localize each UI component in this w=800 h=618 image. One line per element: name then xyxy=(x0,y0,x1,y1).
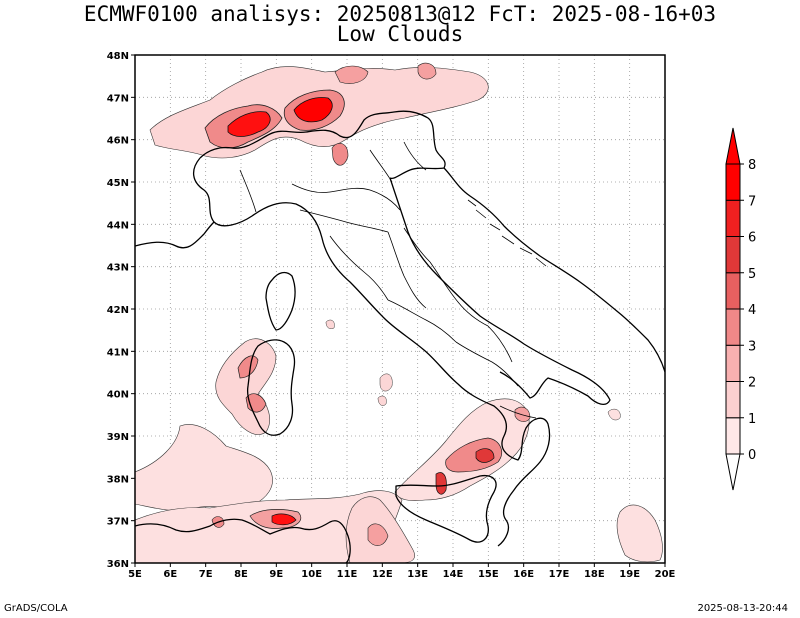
colorbar-label: 7 xyxy=(748,194,756,209)
colorbar-segment xyxy=(725,272,741,310)
lon-tick-label: 6E xyxy=(163,569,177,580)
colorbar-arrow-bottom xyxy=(725,453,741,491)
croatian-islands xyxy=(467,199,547,267)
longitude-axis: 5E 6E 7E 8E 9E 10E 11E 12E 13E 14E 15E 16E 17E 18E 19E… xyxy=(128,563,676,580)
border-alps xyxy=(199,110,446,180)
country-boundaries xyxy=(135,110,665,563)
lon-tick-label: 14E xyxy=(443,569,464,580)
cloud-area-ticino xyxy=(331,143,349,166)
map-title: ECMWF0100 analisys: 20250813@12 FcT: 202… xyxy=(83,2,717,26)
colorbar-arrow-top xyxy=(725,127,741,165)
colorbar-label: 6 xyxy=(748,231,756,246)
lon-tick-label: 15E xyxy=(478,569,499,580)
cloud-area-south-max xyxy=(271,513,297,526)
lat-tick-label: 37N xyxy=(107,517,129,528)
colorbar-segment xyxy=(725,199,741,237)
coastline-italy xyxy=(193,157,551,547)
lat-tick-label: 46N xyxy=(107,136,129,147)
region-border-lazio xyxy=(387,299,457,343)
lat-tick-label: 40N xyxy=(107,390,129,401)
coastline-sicily xyxy=(395,474,497,543)
lon-tick-label: 19E xyxy=(619,569,640,580)
lon-tick-label: 5E xyxy=(128,569,142,580)
latitude-axis: 36N 37N 38N 39N 40N 41N 42N 43N 44N 45N 46N 47N 48N xyxy=(107,51,135,570)
region-border-calabria xyxy=(499,405,537,419)
lon-tick-label: 20E xyxy=(655,569,676,580)
lon-tick-label: 8E xyxy=(234,569,248,580)
coastline-corsica xyxy=(265,271,296,331)
lat-tick-label: 44N xyxy=(107,220,129,231)
region-border-north xyxy=(291,183,401,211)
colorbar-label: 8 xyxy=(748,158,756,173)
coastline-adriatic xyxy=(389,177,611,406)
coastline-north-africa xyxy=(135,518,351,563)
colorbar-segment xyxy=(725,236,741,274)
cloud-area-ligurian-small xyxy=(325,319,335,329)
footer-timestamp: 2025-08-13-20:44 xyxy=(697,603,788,614)
region-border-marche xyxy=(403,227,431,263)
region-border-ne xyxy=(369,141,427,183)
colorbar: 0 1 2 3 4 5 6 7 8 xyxy=(725,127,756,491)
lon-tick-label: 18E xyxy=(584,569,605,580)
colorbar-segment xyxy=(725,417,741,455)
colorbar-label: 4 xyxy=(748,303,756,318)
colorbar-segment xyxy=(725,163,741,201)
map-subtitle: Low Clouds xyxy=(336,22,464,46)
coastline-france xyxy=(135,221,215,249)
region-border-puglia xyxy=(487,325,513,363)
colorbar-segment xyxy=(725,381,741,419)
lon-tick-label: 10E xyxy=(301,569,322,580)
lat-tick-label: 36N xyxy=(107,559,129,570)
cloud-area-alps-core-east-max xyxy=(293,97,333,123)
lon-tick-label: 13E xyxy=(407,569,428,580)
island-group-1 xyxy=(467,199,547,267)
lon-tick-label: 7E xyxy=(199,569,213,580)
lat-tick-label: 38N xyxy=(107,474,129,485)
cloud-area-ionian-tiny xyxy=(607,408,621,421)
lat-tick-label: 41N xyxy=(107,347,129,358)
lat-tick-label: 42N xyxy=(107,305,129,316)
colorbar-label: 1 xyxy=(748,412,756,427)
colorbar-segment xyxy=(725,344,741,382)
region-border-abruzzo xyxy=(429,261,489,327)
cloud-area-corsica-west xyxy=(377,373,393,406)
coastline-sardinia xyxy=(246,339,296,436)
region-border-piedmont xyxy=(239,169,257,213)
cloud-area-calabria-core xyxy=(445,437,502,473)
region-border-tuscany xyxy=(329,235,389,301)
region-border-umbria xyxy=(387,231,427,309)
lon-tick-label: 12E xyxy=(372,569,393,580)
colorbar-label: 0 xyxy=(748,448,756,463)
cloud-area-east-sicily-core xyxy=(367,523,389,546)
lon-tick-label: 16E xyxy=(513,569,534,580)
region-boundaries xyxy=(239,141,537,419)
colorbar-label: 5 xyxy=(748,267,756,282)
lat-tick-label: 39N xyxy=(107,432,129,443)
cloud-area-alps-core-west-max xyxy=(227,111,271,137)
colorbar-label: 2 xyxy=(748,376,756,391)
lon-tick-label: 9E xyxy=(269,569,283,580)
lat-tick-label: 45N xyxy=(107,178,129,189)
cloud-area-southeast xyxy=(616,504,663,563)
cloud-area-sardinia-core xyxy=(237,355,267,413)
region-border-emilia xyxy=(299,209,389,233)
cloud-area-calabria-max xyxy=(435,448,495,495)
colorbar-segment xyxy=(725,308,741,346)
lon-tick-label: 11E xyxy=(337,569,358,580)
lat-tick-label: 48N xyxy=(107,51,129,62)
cloud-area-ionian-small xyxy=(514,406,531,422)
lat-tick-label: 43N xyxy=(107,263,129,274)
colorbar-label: 3 xyxy=(748,339,756,354)
cloud-area-alps-north xyxy=(334,65,369,84)
lon-tick-label: 17E xyxy=(549,569,570,580)
footer-software-label: GrADS/COLA xyxy=(4,603,68,614)
coastline-balkans xyxy=(443,167,665,373)
cloud-area-alps-north-2 xyxy=(417,62,437,80)
lat-tick-label: 47N xyxy=(107,93,129,104)
region-border-campania xyxy=(455,341,519,387)
